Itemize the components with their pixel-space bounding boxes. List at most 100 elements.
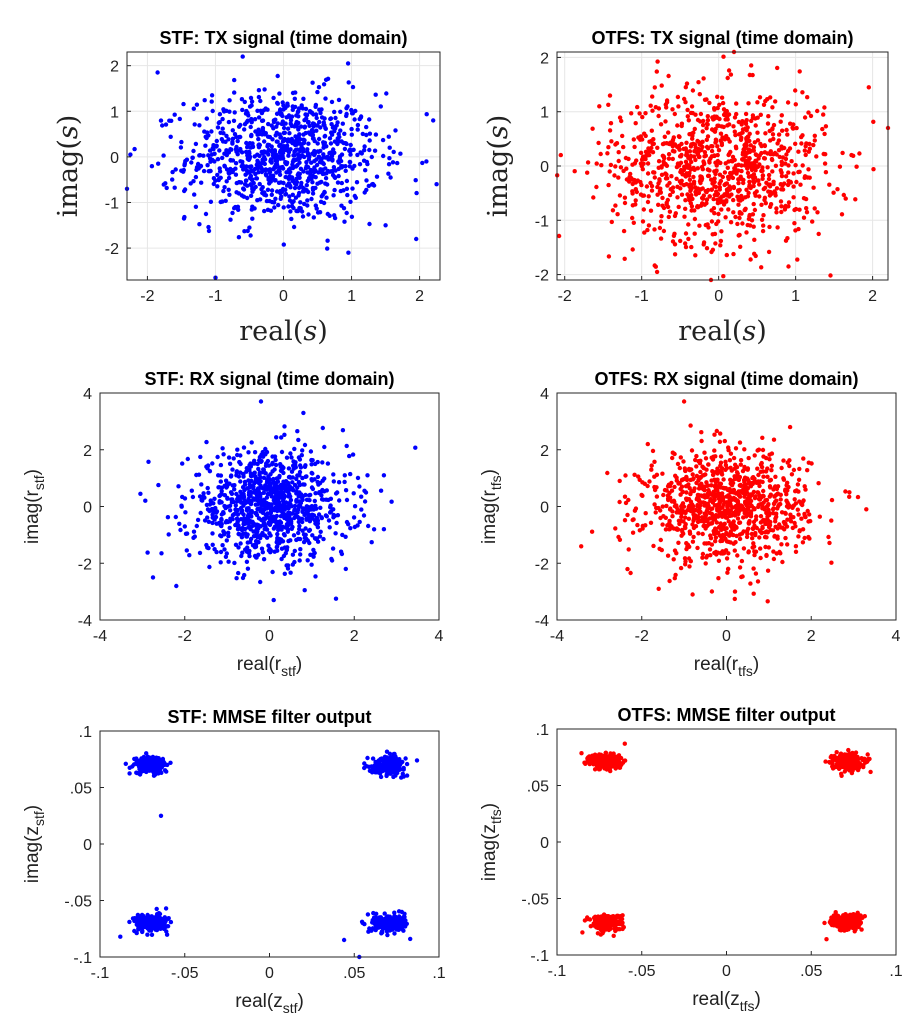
scatter-point [654,472,660,477]
scatter-point [679,527,685,533]
scatter-point [701,160,707,166]
scatter-point [656,586,661,591]
y-tick-label: 0 [540,159,549,176]
scatter-point [770,132,776,137]
scatter-point [643,133,648,139]
scatter-point [243,531,248,536]
scatter-point [849,152,854,158]
scatter-point [233,503,238,508]
scatter-point [378,488,384,493]
scatter-point [640,193,645,198]
scatter-point [783,174,789,179]
scatter-point [801,196,807,201]
scatter-point [723,486,729,491]
scatter-point [736,180,741,186]
scatter-point [215,454,220,460]
scatter-point [730,480,736,486]
scatter-point [707,490,712,495]
scatter-point [689,502,695,507]
scatter-point [694,453,699,459]
scatter-point [285,126,291,131]
scatter-point [342,131,347,136]
scatter-point [658,515,663,521]
scatter-point [286,167,292,172]
scatter-point [672,484,677,490]
scatter-point [213,514,219,520]
scatter-point [802,148,807,153]
scatter-point [714,168,719,173]
scatter-point [343,164,348,169]
scatter-point [149,922,154,927]
scatter-point [722,438,727,444]
scatter-point [359,151,364,156]
scatter-point [205,485,210,491]
scatter-point [218,560,223,565]
scatter-point [812,138,817,143]
scatter-point [787,424,793,430]
scatter-point [297,175,302,180]
scatter-point [262,486,267,491]
scatter-point [720,100,726,106]
scatter-point [638,150,644,155]
scatter-point [294,476,299,482]
scatter-point [349,132,354,137]
scatter-point [701,240,707,245]
scatter-point [687,529,692,534]
scatter-point [285,529,290,534]
scatter-point [251,529,256,534]
scatter-point [277,165,282,170]
scatter-point [677,143,682,148]
scatter-point [149,932,155,937]
scatter-point [228,217,233,222]
scatter-point [667,518,672,524]
scatter-point [288,118,294,123]
scatter-point [793,228,798,233]
scatter-point [284,455,290,460]
scatter-point [760,435,765,440]
scatter-point [326,518,332,523]
scatter-point [676,518,682,523]
scatter-point [332,187,337,193]
scatter-point [639,492,644,498]
scatter-point [799,134,804,140]
scatter-point [775,536,780,541]
scatter-point [734,111,739,117]
scatter-point [281,470,286,476]
scatter-point [802,174,808,179]
scatter-point [220,543,225,548]
scatter-point [683,85,688,90]
scatter-point [607,169,612,174]
scatter-point [686,236,691,242]
scatter-point [274,162,280,167]
y-tick-label: 2 [540,443,549,460]
scatter-point [758,514,764,519]
scatter-point [753,123,758,128]
scatter-point [243,547,248,552]
scatter-point [281,242,286,247]
scatter-point [676,481,681,486]
scatter-point [722,521,727,526]
scatter-point [681,459,686,464]
scatter-point [670,514,675,519]
scatter-point [279,449,285,455]
scatter-point [716,576,721,581]
x-tick-label: 2 [868,288,877,305]
scatter-point [276,527,281,533]
scatter-point [349,126,354,132]
scatter-point [656,165,661,170]
scatter-point [270,569,275,575]
scatter-point [630,162,635,167]
scatter-point [370,770,375,775]
scatter-point [626,497,631,503]
scatter-point [387,156,392,161]
scatter-point [609,219,614,225]
scatter-point [233,542,239,547]
scatter-point [286,114,292,119]
scatter-point [718,238,724,244]
scatter-point [205,515,210,520]
scatter-point [313,574,318,579]
y-tick-label: -1 [105,195,119,212]
scatter-point [663,171,668,176]
scatter-point [333,126,338,131]
